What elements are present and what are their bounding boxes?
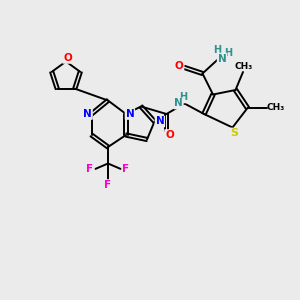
Text: CH₃: CH₃ bbox=[235, 62, 253, 71]
Text: H: H bbox=[213, 45, 222, 56]
Text: F: F bbox=[86, 164, 94, 174]
Text: N: N bbox=[174, 98, 183, 109]
Text: F: F bbox=[104, 180, 112, 190]
Text: O: O bbox=[63, 53, 72, 63]
Text: S: S bbox=[230, 128, 238, 139]
Text: N: N bbox=[83, 109, 92, 119]
Text: CH₃: CH₃ bbox=[267, 103, 285, 112]
Text: F: F bbox=[122, 164, 130, 174]
Text: O: O bbox=[175, 61, 184, 71]
Text: N: N bbox=[155, 116, 164, 127]
Text: N: N bbox=[218, 53, 226, 64]
Text: O: O bbox=[165, 130, 174, 140]
Text: H: H bbox=[224, 47, 232, 58]
Text: N: N bbox=[125, 109, 134, 119]
Text: H: H bbox=[179, 92, 187, 103]
